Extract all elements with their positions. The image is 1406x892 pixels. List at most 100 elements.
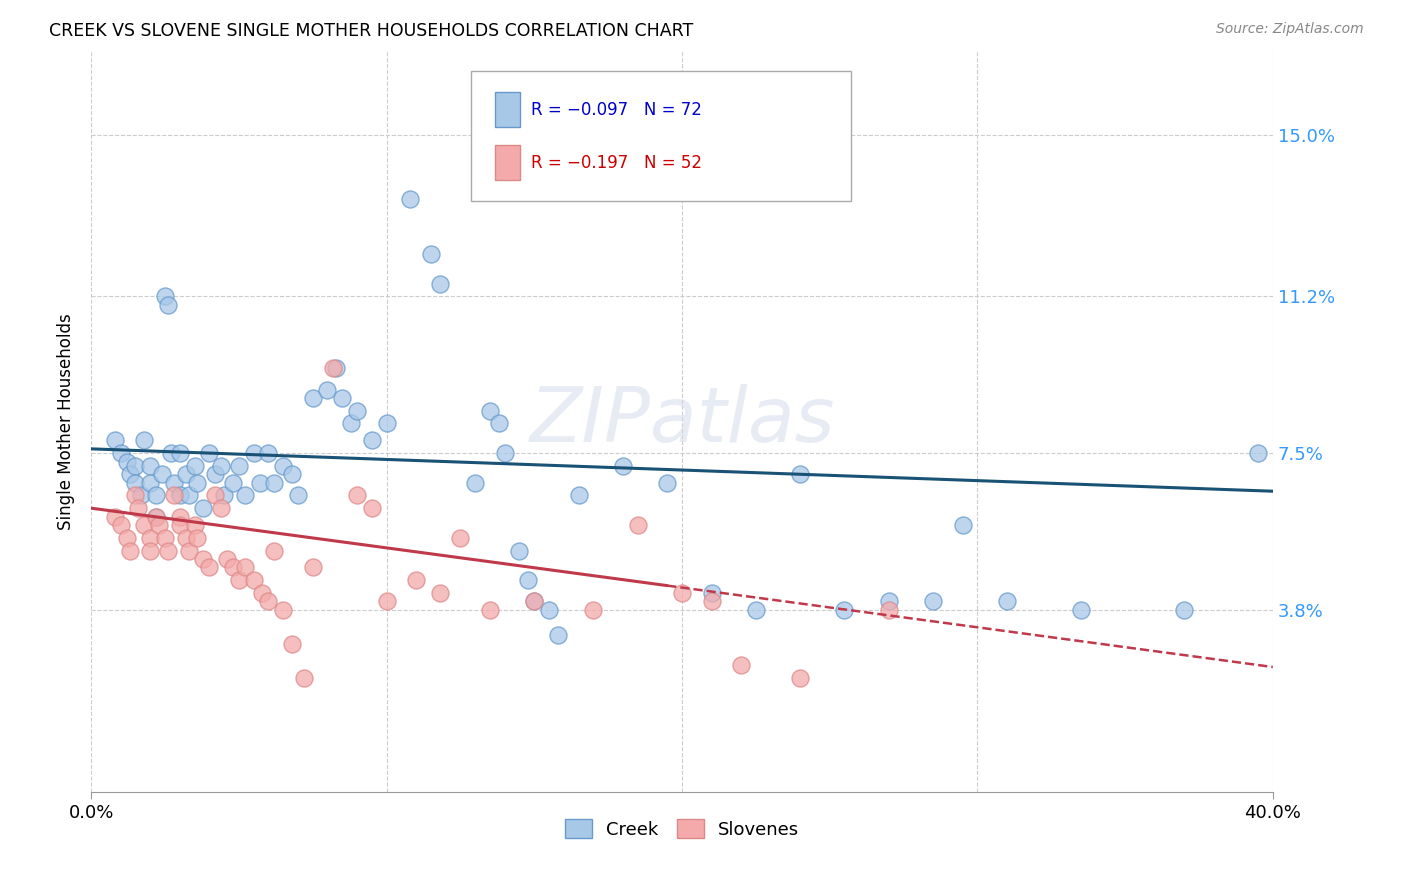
Point xyxy=(419,247,441,261)
Point xyxy=(700,586,723,600)
Y-axis label: Single Mother Households: Single Mother Households xyxy=(58,313,75,530)
Point xyxy=(375,594,398,608)
Text: ZIPatlas: ZIPatlas xyxy=(529,384,835,458)
Point xyxy=(316,383,339,397)
Point xyxy=(156,543,179,558)
Point xyxy=(169,488,191,502)
Point xyxy=(204,488,226,502)
Point xyxy=(405,573,427,587)
Point xyxy=(110,446,132,460)
Point xyxy=(156,298,179,312)
Point xyxy=(745,603,768,617)
Point xyxy=(877,603,900,617)
Point xyxy=(375,417,398,431)
Point xyxy=(582,603,605,617)
Point xyxy=(730,657,752,672)
Point xyxy=(104,509,127,524)
Point xyxy=(429,586,451,600)
Point xyxy=(134,518,156,533)
Point xyxy=(131,488,153,502)
Point xyxy=(1173,603,1195,617)
Text: Source: ZipAtlas.com: Source: ZipAtlas.com xyxy=(1216,22,1364,37)
Point xyxy=(177,488,200,502)
Text: R = −0.097   N = 72: R = −0.097 N = 72 xyxy=(531,101,703,119)
Point xyxy=(110,518,132,533)
Point xyxy=(169,446,191,460)
Point xyxy=(612,458,634,473)
Point xyxy=(494,446,516,460)
Point xyxy=(104,434,127,448)
Point xyxy=(139,458,162,473)
Point xyxy=(233,488,256,502)
Legend: Creek, Slovenes: Creek, Slovenes xyxy=(558,812,807,846)
Point xyxy=(186,475,208,490)
Point xyxy=(163,488,186,502)
Point xyxy=(169,509,191,524)
Point xyxy=(215,552,238,566)
Point xyxy=(257,446,280,460)
Point xyxy=(508,543,530,558)
Point xyxy=(193,501,215,516)
Point xyxy=(204,467,226,482)
Point xyxy=(547,628,569,642)
Point xyxy=(877,594,900,608)
Point xyxy=(139,543,162,558)
Point xyxy=(242,446,264,460)
Point xyxy=(263,543,285,558)
Point xyxy=(1247,446,1270,460)
Point xyxy=(271,458,294,473)
Point xyxy=(186,531,208,545)
Point xyxy=(145,488,167,502)
Point xyxy=(834,603,856,617)
Point xyxy=(301,391,323,405)
Point xyxy=(517,573,540,587)
Point xyxy=(488,417,510,431)
Point xyxy=(671,586,693,600)
Point xyxy=(124,475,146,490)
Point xyxy=(429,277,451,291)
Point xyxy=(322,361,344,376)
Point xyxy=(145,509,167,524)
Point xyxy=(228,458,250,473)
Point xyxy=(346,403,368,417)
Point xyxy=(177,543,200,558)
Point xyxy=(153,531,176,545)
Point xyxy=(523,594,546,608)
Point xyxy=(249,475,271,490)
Point xyxy=(292,671,315,685)
Point xyxy=(233,560,256,574)
Point xyxy=(360,434,382,448)
Point xyxy=(209,458,232,473)
Point xyxy=(209,501,232,516)
Text: CREEK VS SLOVENE SINGLE MOTHER HOUSEHOLDS CORRELATION CHART: CREEK VS SLOVENE SINGLE MOTHER HOUSEHOLD… xyxy=(49,22,693,40)
Point xyxy=(995,594,1018,608)
Point xyxy=(340,417,363,431)
Point xyxy=(301,560,323,574)
Point xyxy=(922,594,945,608)
Point xyxy=(139,475,162,490)
Point xyxy=(124,488,146,502)
Point xyxy=(139,531,162,545)
Point xyxy=(700,594,723,608)
Point xyxy=(281,637,304,651)
Point xyxy=(222,475,245,490)
Point xyxy=(198,446,221,460)
Point xyxy=(115,531,138,545)
Point xyxy=(118,467,141,482)
Point xyxy=(148,518,170,533)
Point xyxy=(193,552,215,566)
Point xyxy=(449,531,471,545)
Point xyxy=(169,518,191,533)
Point xyxy=(789,671,811,685)
Point xyxy=(952,518,974,533)
Point xyxy=(523,594,546,608)
Point xyxy=(222,560,245,574)
Point xyxy=(346,488,368,502)
Point xyxy=(627,518,650,533)
Point xyxy=(212,488,235,502)
Point xyxy=(281,467,304,482)
Point xyxy=(360,501,382,516)
Point xyxy=(242,573,264,587)
Point xyxy=(325,361,347,376)
Point xyxy=(174,467,197,482)
